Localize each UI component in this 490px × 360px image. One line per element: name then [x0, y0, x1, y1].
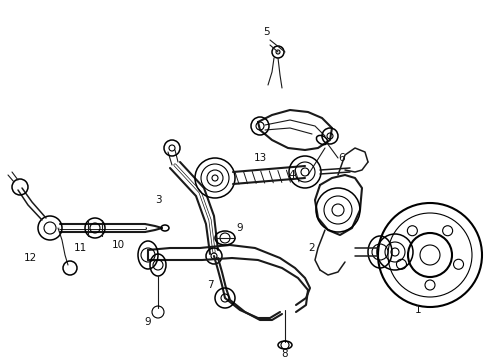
Text: 8: 8: [282, 349, 288, 359]
Text: 13: 13: [253, 153, 267, 163]
Text: 12: 12: [24, 253, 37, 263]
Text: 4: 4: [289, 170, 295, 180]
Text: 2: 2: [309, 243, 315, 253]
Text: 5: 5: [263, 27, 270, 37]
Text: 10: 10: [111, 240, 124, 250]
Text: 3: 3: [155, 195, 161, 205]
Text: 9: 9: [237, 223, 244, 233]
Text: 11: 11: [74, 243, 87, 253]
Text: 6: 6: [339, 153, 345, 163]
Text: 7: 7: [207, 280, 213, 290]
Text: 9: 9: [145, 317, 151, 327]
Text: 1: 1: [415, 305, 421, 315]
